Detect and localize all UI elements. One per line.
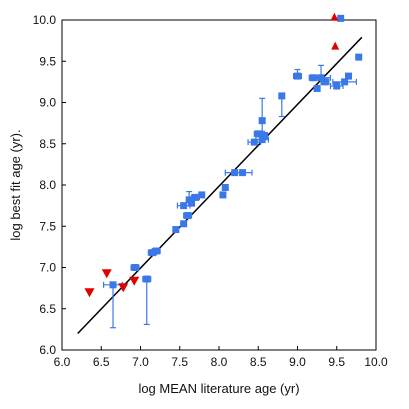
y-tick-label: 8.0 [39, 178, 56, 192]
data-point-square [345, 72, 353, 80]
x-tick-label: 8.0 [211, 355, 228, 369]
y-tick-label: 6.5 [39, 302, 56, 316]
y-tick-label: 10.0 [33, 13, 57, 27]
data-point-square [317, 74, 325, 82]
data-point-square [254, 130, 262, 138]
data-point-square [250, 138, 258, 146]
x-tick-label: 8.5 [250, 355, 267, 369]
y-tick-label: 9.5 [39, 54, 56, 68]
data-point-square [278, 92, 286, 100]
y-tick-label: 8.5 [39, 137, 56, 151]
y-tick-label: 6.0 [39, 343, 56, 357]
x-tick-label: 7.0 [132, 355, 149, 369]
fit-line [77, 36, 363, 335]
data-marks [84, 12, 363, 329]
y-axis-label: log best fit age (yr). [8, 129, 23, 240]
x-tick-label: 7.5 [171, 355, 188, 369]
data-point-square [261, 132, 269, 139]
data-point-triangle-up [331, 41, 340, 50]
data-point-triangle-down [129, 276, 140, 286]
data-point-square [258, 136, 266, 144]
x-tick-label: 6.0 [54, 355, 71, 369]
data-point-square [184, 212, 192, 220]
x-tick-label: 10.0 [364, 355, 388, 369]
x-tick-label: 9.0 [289, 355, 306, 369]
x-axis-label: log MEAN literature age (yr) [138, 381, 299, 396]
data-point-triangle-down [118, 283, 129, 293]
data-point-square [152, 247, 160, 255]
data-point-square [355, 53, 363, 61]
data-point-square [294, 72, 301, 80]
data-point-square [258, 117, 266, 125]
y-tick-label: 7.0 [39, 261, 56, 275]
y-tick-label: 9.0 [39, 96, 56, 110]
fit-line-group [77, 36, 363, 335]
x-tick-label: 6.5 [93, 355, 110, 369]
x-tick-label: 9.5 [328, 355, 345, 369]
y-tick-label: 7.5 [39, 219, 56, 233]
data-point-square [219, 191, 227, 199]
data-point-square [180, 220, 188, 228]
data-point-square [341, 78, 349, 86]
data-point-square [198, 191, 206, 199]
axis-ticks: 6.0 6.5 7.0 7.5 8.0 8.5 9.0 9.5 10.0 6.0 6.5 7.0 7.5… [33, 13, 388, 369]
data-point-square [313, 84, 321, 92]
data-point-square [143, 275, 151, 283]
data-point-square [239, 169, 247, 177]
data-point-square [188, 199, 196, 207]
data-point-triangle-up [330, 12, 339, 21]
data-point-square [321, 78, 329, 86]
data-point-triangle-down [101, 269, 112, 279]
data-point-square [221, 183, 229, 191]
data-point-square [109, 281, 117, 289]
data-point-square [172, 226, 180, 234]
data-point-square [191, 193, 199, 201]
data-point-square [333, 82, 341, 90]
data-point-triangle-down [84, 288, 95, 298]
data-point-square [337, 14, 345, 22]
data-point-square [180, 202, 188, 210]
data-point-square [131, 264, 139, 271]
